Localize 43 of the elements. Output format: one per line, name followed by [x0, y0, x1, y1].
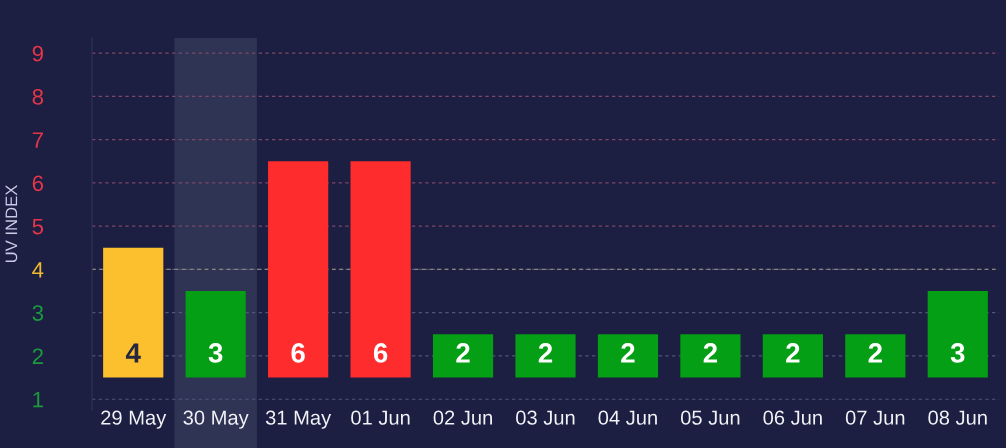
x-tick-label: 29 May — [101, 410, 167, 429]
x-tick-label: 05 Jun — [680, 410, 740, 425]
y-tick-label: 3 — [32, 305, 44, 321]
y-tick-label: 5 — [32, 218, 44, 235]
data-label: 6 — [373, 343, 388, 363]
y-tick-label: 1 — [33, 391, 43, 408]
bar — [268, 161, 329, 378]
bar — [350, 161, 411, 378]
y-tick-label: 2 — [32, 348, 43, 364]
bar — [432, 334, 494, 378]
data-label: 2 — [456, 343, 470, 363]
data-label: 2 — [703, 343, 718, 363]
data-label: 6 — [291, 343, 305, 363]
x-tick-label: 01 Jun — [351, 410, 410, 425]
bar — [680, 334, 741, 378]
bar — [103, 247, 164, 378]
y-tick-label: 6 — [32, 175, 44, 192]
y-tick-label: 8 — [32, 88, 44, 105]
bar — [845, 334, 906, 378]
data-label: 2 — [621, 343, 635, 363]
x-tick-label: 30 May — [183, 410, 249, 429]
bar — [927, 291, 988, 378]
data-label: 2 — [868, 343, 882, 363]
data-label: 4 — [125, 343, 141, 363]
bar — [597, 334, 659, 378]
bar — [762, 334, 823, 378]
x-tick-label: 31 May — [265, 410, 332, 429]
data-label: 3 — [208, 343, 223, 363]
bar — [515, 334, 576, 378]
data-label: 2 — [786, 343, 800, 363]
y-axis-title: UV INDEX — [5, 184, 18, 263]
bar — [185, 291, 246, 378]
x-tick-label: 02 Jun — [433, 410, 492, 425]
x-tick-label: 08 Jun — [928, 410, 987, 425]
data-label: 2 — [538, 343, 553, 363]
y-tick-label: 7 — [32, 132, 43, 148]
x-tick-label: 06 Jun — [763, 410, 822, 425]
x-tick-label: 07 Jun — [845, 410, 905, 425]
x-tick-label: 03 Jun — [516, 410, 575, 425]
y-tick-label: 4 — [32, 262, 44, 278]
data-label: 3 — [950, 343, 965, 363]
y-tick-label: 9 — [32, 45, 43, 62]
x-tick-label: 04 Jun — [598, 410, 657, 425]
